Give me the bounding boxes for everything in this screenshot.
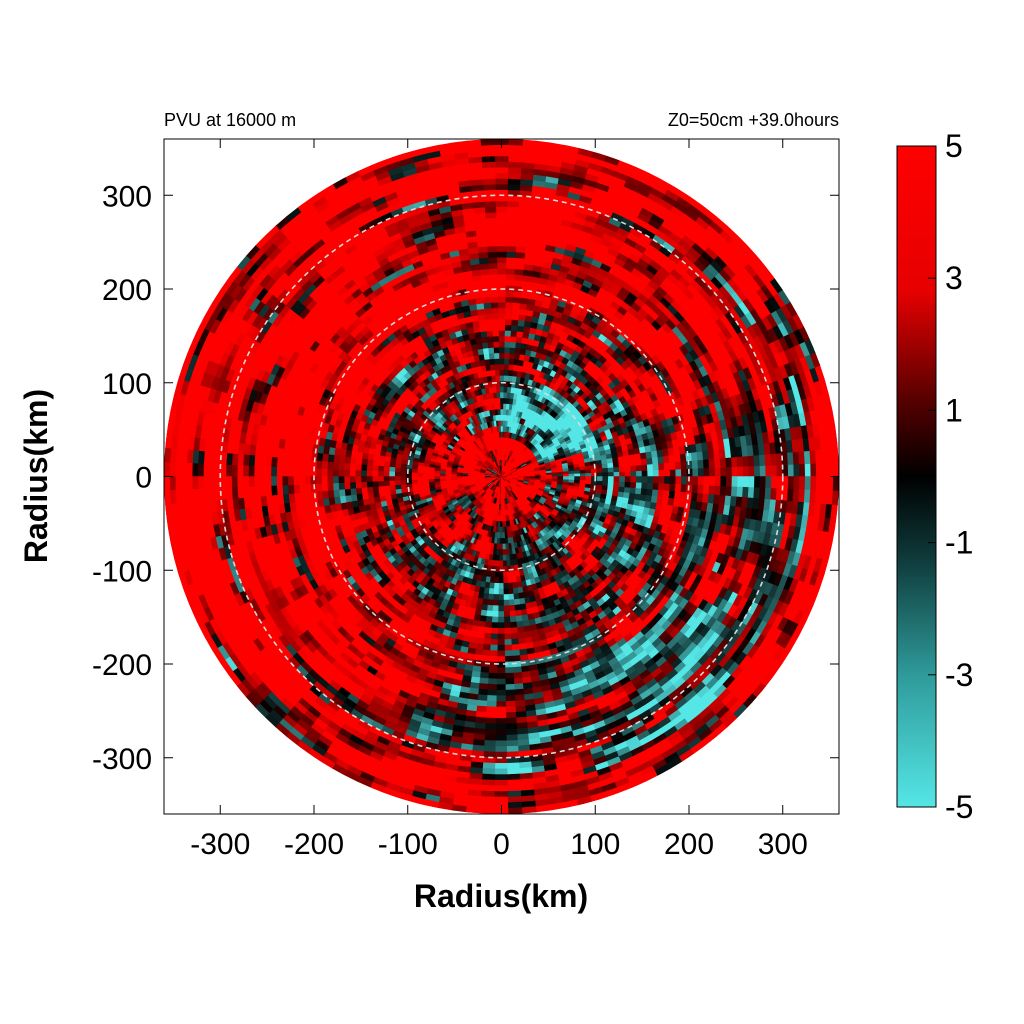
y-axis-title: Radius(km) bbox=[18, 389, 54, 563]
y-tick-label: 100 bbox=[102, 368, 152, 401]
colorbar: 5 3 1 -1 -3 -5 bbox=[896, 128, 973, 825]
x-tick-label: -300 bbox=[190, 828, 250, 861]
x-tick-label: -200 bbox=[284, 828, 344, 861]
chart-subtitle: Z0=50cm +39.0hours bbox=[668, 110, 839, 130]
heatmap-field bbox=[164, 139, 839, 814]
y-tick-label: -100 bbox=[92, 555, 152, 588]
y-tick-label: 200 bbox=[102, 274, 152, 307]
reference-circle-200 bbox=[313, 288, 690, 665]
y-tick-label: -200 bbox=[92, 649, 152, 682]
x-tick-label: 200 bbox=[664, 828, 714, 861]
x-axis: -300 -200 -100 0 100 200 300 bbox=[190, 139, 808, 861]
colorbar-tick-label: 3 bbox=[945, 260, 963, 296]
colorbar-gradient bbox=[896, 145, 937, 808]
colorbar-tick-label: -1 bbox=[945, 525, 973, 561]
reference-circle-100 bbox=[406, 381, 597, 572]
colorbar-tick-label: 5 bbox=[945, 128, 963, 164]
y-tick-label: 0 bbox=[135, 462, 152, 495]
reference-circle-300 bbox=[219, 194, 784, 759]
colorbar-ticks: 5 3 1 -1 -3 -5 bbox=[928, 128, 973, 825]
x-axis-title: Radius(km) bbox=[414, 878, 588, 914]
x-tick-label: 100 bbox=[570, 828, 620, 861]
x-tick-label: -100 bbox=[378, 828, 438, 861]
y-tick-label: -300 bbox=[92, 743, 152, 776]
x-tick-label: 300 bbox=[758, 828, 808, 861]
y-tick-label: 300 bbox=[102, 180, 152, 213]
y-axis: 300 200 100 0 -100 -200 -300 bbox=[92, 180, 839, 776]
colorbar-tick-label: -3 bbox=[945, 657, 973, 693]
colorbar-tick-label: 1 bbox=[945, 392, 963, 428]
plot-area bbox=[164, 139, 839, 814]
x-tick-label: 0 bbox=[493, 828, 510, 861]
colorbar-tick-label: -5 bbox=[945, 789, 973, 825]
reference-circles bbox=[219, 194, 784, 759]
chart-title: PVU at 16000 m bbox=[164, 110, 296, 130]
